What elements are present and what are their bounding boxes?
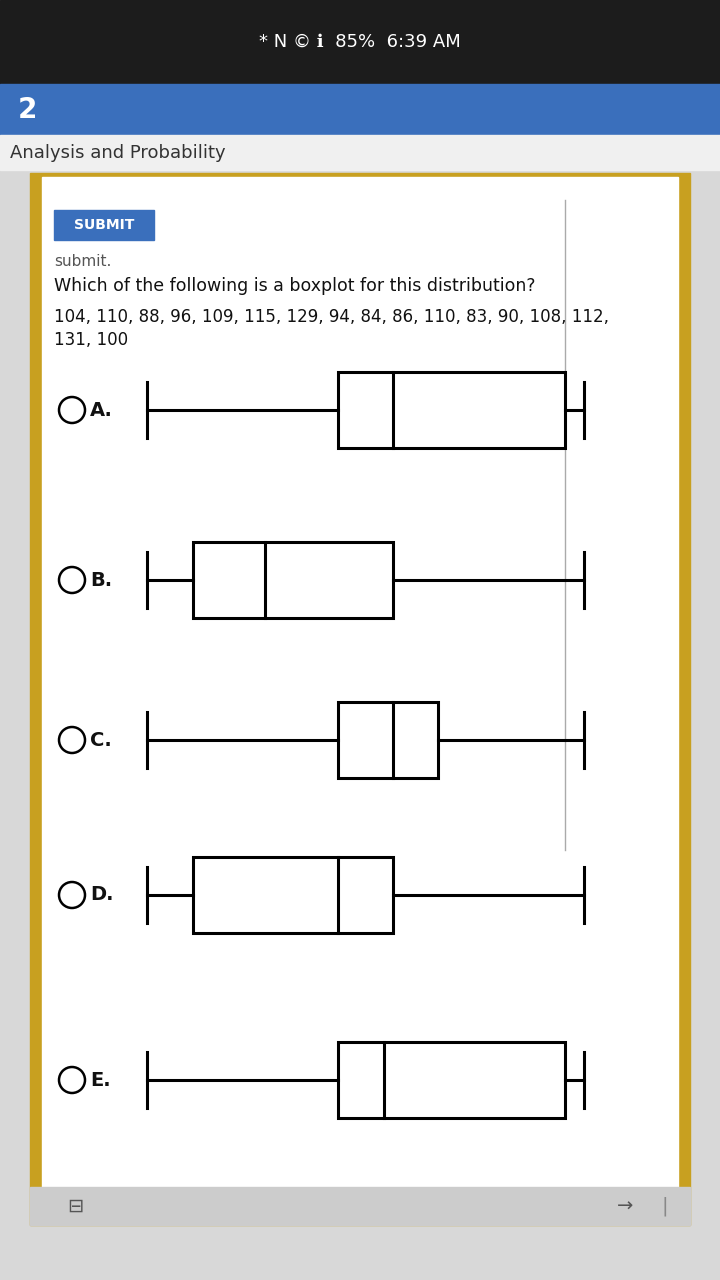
Bar [0, 134, 720, 170]
Text: 104, 110, 88, 96, 109, 115, 129, 94, 84, 86, 110, 83, 90, 108, 112,: 104, 110, 88, 96, 109, 115, 129, 94, 84,… [54, 308, 609, 326]
Text: 2: 2 [18, 96, 37, 124]
Text: 131, 100: 131, 100 [54, 332, 128, 349]
Bar [338, 701, 438, 778]
Bar [54, 210, 154, 241]
Bar [0, 84, 720, 134]
Text: Analysis and Probability: Analysis and Probability [10, 143, 225, 163]
Bar [0, 0, 720, 84]
Bar [338, 1042, 565, 1117]
Bar [30, 173, 690, 1225]
Text: C.: C. [90, 731, 112, 750]
Text: SUBMIT: SUBMIT [74, 218, 134, 232]
Text: →: → [617, 1197, 633, 1216]
Bar [338, 372, 565, 448]
Bar [193, 858, 392, 933]
Text: D.: D. [90, 886, 114, 905]
Text: submit.: submit. [54, 255, 112, 270]
Text: E.: E. [90, 1070, 111, 1089]
Text: A.: A. [90, 401, 113, 420]
Bar [30, 1187, 690, 1225]
Text: |: | [662, 1197, 668, 1216]
Bar [193, 541, 392, 618]
Text: ⊟: ⊟ [67, 1197, 84, 1216]
Bar [42, 177, 678, 1213]
Text: Which of the following is a boxplot for this distribution?: Which of the following is a boxplot for … [54, 276, 536, 294]
Text: * N © ℹ  85%  6:39 AM: * N © ℹ 85% 6:39 AM [259, 33, 461, 51]
Text: B.: B. [90, 571, 112, 590]
